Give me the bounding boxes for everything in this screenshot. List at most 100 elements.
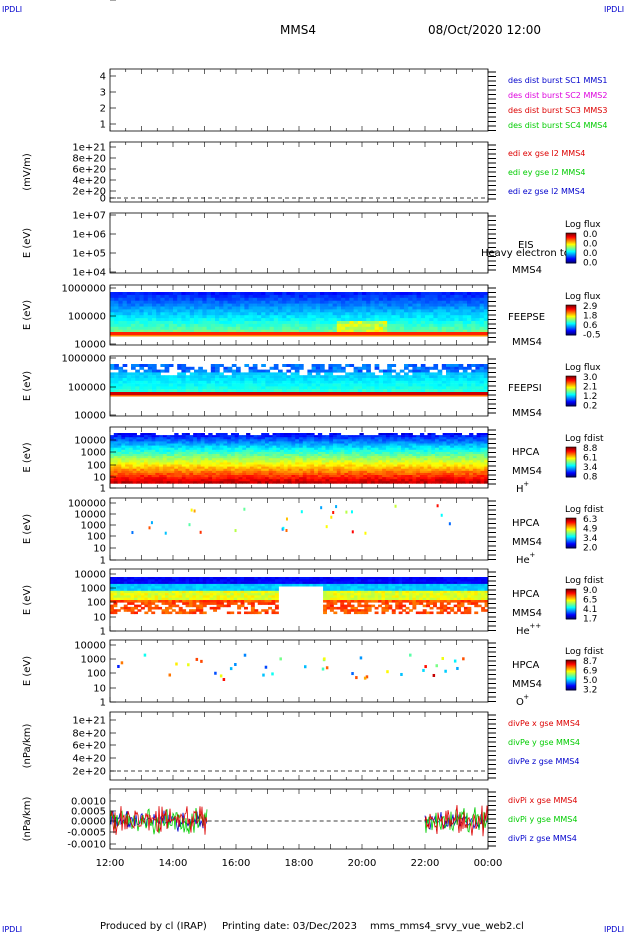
spectrogram-cell xyxy=(265,323,271,328)
spectrogram-cell xyxy=(212,451,217,455)
spectrogram-cell xyxy=(208,470,213,474)
spectrogram-cell xyxy=(378,312,384,316)
spectrogram-cell xyxy=(168,309,174,313)
spectrogram-cell xyxy=(359,456,364,459)
spectrogram-cell xyxy=(329,462,334,465)
spectrogram-cell xyxy=(389,472,394,476)
spectrogram-cell xyxy=(223,439,228,442)
spectrogram-cell xyxy=(484,449,489,453)
spectrogram-cell xyxy=(475,309,481,313)
spectrogram-cell xyxy=(370,372,376,376)
spectrogram-cell xyxy=(198,300,203,304)
spectrogram-cell xyxy=(156,318,161,322)
spectrogram-cell xyxy=(435,460,440,463)
spectrogram-cell xyxy=(131,300,136,304)
spectrogram-cell xyxy=(194,380,199,384)
spectrogram-cell xyxy=(252,329,258,333)
spectrogram-cell xyxy=(181,303,187,307)
spectrogram-cell xyxy=(236,389,241,393)
spectrogram-cell xyxy=(181,433,187,436)
edi-ytick-label: 8e+20 xyxy=(72,154,106,165)
spectrogram-cell xyxy=(475,372,481,376)
spectrogram-cell xyxy=(450,389,455,393)
spectrogram-cell xyxy=(351,460,357,463)
spectrogram-cell xyxy=(370,466,376,469)
spectrogram-cell xyxy=(147,372,153,376)
spectrogram-cell xyxy=(404,383,409,387)
spectrogram-cell xyxy=(257,303,262,307)
spectrogram-cell xyxy=(248,306,254,310)
spectrogram-cell xyxy=(362,292,367,296)
spectrogram-cell xyxy=(458,294,464,299)
spectrogram-cell xyxy=(178,475,183,478)
spectrogram-cell xyxy=(404,300,409,304)
spectrogram-cell xyxy=(234,468,240,472)
spectrogram-cell xyxy=(471,329,476,333)
spectrogram-cell xyxy=(152,329,157,333)
spectrogram-cell xyxy=(366,294,371,299)
spectrogram-cell xyxy=(429,372,434,376)
spectrogram-cell xyxy=(202,294,208,299)
spectrogram-cell xyxy=(121,458,126,461)
spectrogram-cell xyxy=(261,451,266,455)
spectrogram-cell xyxy=(131,297,136,302)
spectrogram-cell xyxy=(257,300,262,304)
spectrogram-cell xyxy=(314,439,319,442)
spectrogram-cell xyxy=(236,309,241,313)
spectrogram-cell xyxy=(210,378,216,381)
spectrogram-cell xyxy=(469,437,474,440)
spectrogram-cell xyxy=(484,447,489,451)
spectrogram-cell xyxy=(166,437,171,440)
spectrogram-cell xyxy=(462,372,468,376)
spectrogram-cell xyxy=(287,462,292,465)
spectrogram-cell xyxy=(230,464,236,467)
spectrogram-cell xyxy=(264,445,270,448)
spectrogram-cell xyxy=(121,443,126,446)
spectrogram-cell xyxy=(299,472,304,476)
spectrogram-cell xyxy=(315,318,321,322)
spectrogram-cell xyxy=(397,454,402,457)
spectrogram-cell xyxy=(462,389,468,393)
spectrogram-cell xyxy=(378,441,383,444)
spectrogram-cell xyxy=(231,372,237,376)
spectrogram-cell xyxy=(121,433,126,436)
spectrogram-cell xyxy=(438,456,444,459)
spectrogram-cell xyxy=(242,464,247,467)
spectrogram-cell xyxy=(264,458,270,461)
spectrogram-cell xyxy=(144,458,149,461)
spectrogram-cell xyxy=(125,462,130,465)
spectrogram-cell xyxy=(151,439,156,442)
spectrogram-cell xyxy=(194,297,199,302)
spectrogram-cell xyxy=(461,470,466,474)
eis-colorbar-cell xyxy=(566,250,576,252)
spectrogram-cell xyxy=(132,475,137,478)
spectrogram-cell xyxy=(196,462,202,465)
spectrogram-cell xyxy=(136,470,141,474)
spectrogram-cell xyxy=(435,454,440,457)
spectrogram-cell xyxy=(276,460,281,463)
spectrogram-cell xyxy=(125,433,130,436)
spectrogram-cell xyxy=(273,294,279,299)
spectrogram-cell xyxy=(427,445,432,448)
spectrogram-cell xyxy=(236,380,241,384)
spectrogram-cell xyxy=(359,470,364,474)
spectrogram-cell xyxy=(196,454,202,457)
spectrogram-cell xyxy=(475,386,481,390)
spectrogram-cell xyxy=(307,292,313,296)
spectrogram-cell xyxy=(238,466,243,469)
spectrogram-cell xyxy=(185,312,191,316)
spectrogram-cell xyxy=(472,470,478,474)
spectrogram-cell xyxy=(170,456,175,459)
spectrogram-cell xyxy=(302,475,308,478)
spectrogram-cell xyxy=(234,433,240,436)
spectrogram-cell xyxy=(340,437,345,440)
spectrogram-cell xyxy=(399,323,405,328)
spectrogram-cell xyxy=(325,456,330,459)
spectrogram-cell xyxy=(314,479,319,482)
spectrogram-cell xyxy=(178,460,183,463)
spectrogram-cell xyxy=(110,464,115,467)
spectrogram-cell xyxy=(272,468,277,472)
spectrogram-cell xyxy=(261,456,266,459)
spectrogram-cell xyxy=(393,456,398,459)
spectrogram-cell xyxy=(353,380,359,384)
